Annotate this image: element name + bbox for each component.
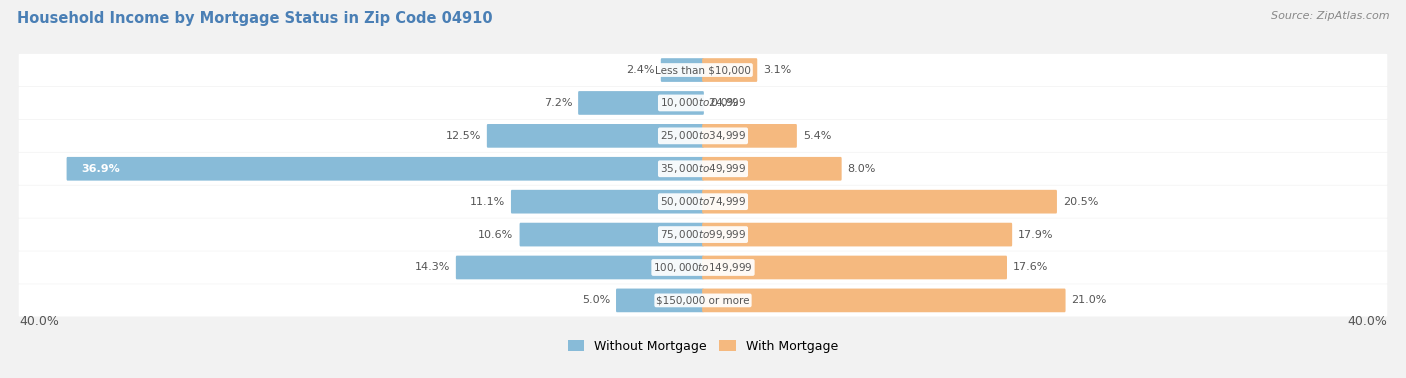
FancyBboxPatch shape xyxy=(702,256,1007,279)
FancyBboxPatch shape xyxy=(702,288,1066,312)
Text: $100,000 to $149,999: $100,000 to $149,999 xyxy=(654,261,752,274)
FancyBboxPatch shape xyxy=(456,256,704,279)
Text: 2.4%: 2.4% xyxy=(626,65,655,75)
FancyBboxPatch shape xyxy=(661,58,704,82)
Text: $25,000 to $34,999: $25,000 to $34,999 xyxy=(659,129,747,143)
FancyBboxPatch shape xyxy=(18,120,1388,152)
FancyBboxPatch shape xyxy=(702,190,1057,214)
Text: $150,000 or more: $150,000 or more xyxy=(657,295,749,305)
Text: 0.0%: 0.0% xyxy=(710,98,738,108)
Text: 5.4%: 5.4% xyxy=(803,131,831,141)
Text: 17.9%: 17.9% xyxy=(1018,229,1053,240)
FancyBboxPatch shape xyxy=(486,124,704,148)
Text: Household Income by Mortgage Status in Zip Code 04910: Household Income by Mortgage Status in Z… xyxy=(17,11,492,26)
FancyBboxPatch shape xyxy=(702,157,842,181)
Text: 21.0%: 21.0% xyxy=(1071,295,1107,305)
FancyBboxPatch shape xyxy=(66,157,704,181)
Text: 10.6%: 10.6% xyxy=(478,229,513,240)
Text: 40.0%: 40.0% xyxy=(1347,315,1386,328)
Text: 11.1%: 11.1% xyxy=(470,197,505,207)
FancyBboxPatch shape xyxy=(18,87,1388,119)
FancyBboxPatch shape xyxy=(616,288,704,312)
Legend: Without Mortgage, With Mortgage: Without Mortgage, With Mortgage xyxy=(562,335,844,358)
FancyBboxPatch shape xyxy=(18,153,1388,185)
FancyBboxPatch shape xyxy=(18,186,1388,218)
Text: 40.0%: 40.0% xyxy=(20,315,59,328)
Text: 5.0%: 5.0% xyxy=(582,295,610,305)
Text: 3.1%: 3.1% xyxy=(763,65,792,75)
FancyBboxPatch shape xyxy=(18,251,1388,284)
Text: Source: ZipAtlas.com: Source: ZipAtlas.com xyxy=(1271,11,1389,21)
Text: 36.9%: 36.9% xyxy=(82,164,120,174)
FancyBboxPatch shape xyxy=(18,218,1388,251)
Text: $10,000 to $24,999: $10,000 to $24,999 xyxy=(659,96,747,110)
FancyBboxPatch shape xyxy=(520,223,704,246)
FancyBboxPatch shape xyxy=(702,58,758,82)
FancyBboxPatch shape xyxy=(18,284,1388,316)
Text: 12.5%: 12.5% xyxy=(446,131,481,141)
FancyBboxPatch shape xyxy=(510,190,704,214)
Text: $35,000 to $49,999: $35,000 to $49,999 xyxy=(659,162,747,175)
FancyBboxPatch shape xyxy=(702,124,797,148)
Text: $50,000 to $74,999: $50,000 to $74,999 xyxy=(659,195,747,208)
FancyBboxPatch shape xyxy=(18,54,1388,86)
FancyBboxPatch shape xyxy=(702,223,1012,246)
Text: Less than $10,000: Less than $10,000 xyxy=(655,65,751,75)
Text: 7.2%: 7.2% xyxy=(544,98,572,108)
FancyBboxPatch shape xyxy=(578,91,704,115)
Text: $75,000 to $99,999: $75,000 to $99,999 xyxy=(659,228,747,241)
Text: 20.5%: 20.5% xyxy=(1063,197,1098,207)
Text: 17.6%: 17.6% xyxy=(1012,262,1049,273)
Text: 8.0%: 8.0% xyxy=(848,164,876,174)
Text: 14.3%: 14.3% xyxy=(415,262,450,273)
